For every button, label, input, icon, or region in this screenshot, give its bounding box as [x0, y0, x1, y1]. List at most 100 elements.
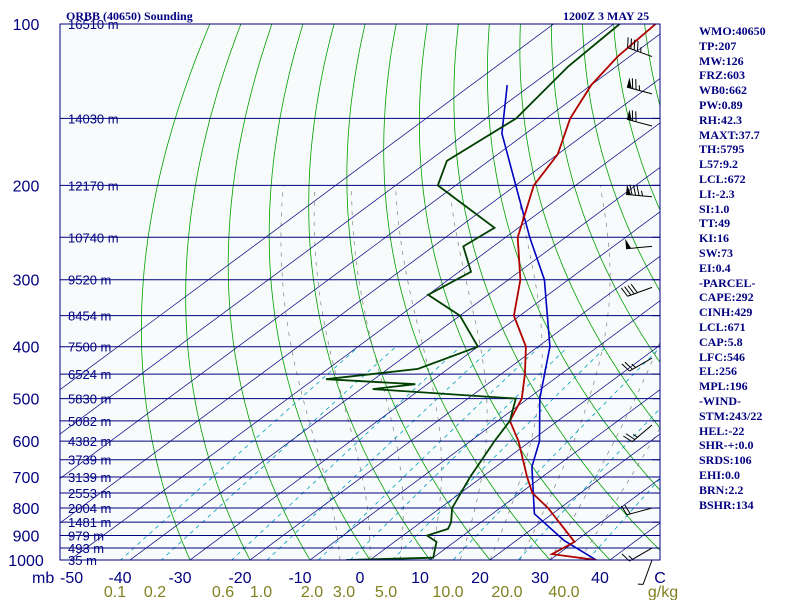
- mixing-ratio-line: [452, 346, 660, 560]
- dry-adiabat: [308, 24, 431, 560]
- temperature-tick-label: 40: [591, 570, 609, 587]
- index-item: STM:243/22: [699, 408, 763, 423]
- temperature-line: [508, 24, 657, 560]
- wind-barb: [620, 284, 653, 297]
- index-item: -PARCEL-: [699, 275, 756, 290]
- index-item: BRN:2.2: [699, 482, 744, 497]
- moist-adiabat: [489, 185, 543, 560]
- pressure-tick-label: 1000: [8, 553, 44, 570]
- mixing-ratio-line: [391, 346, 607, 560]
- dry-adiabat: [185, 24, 251, 560]
- index-item: TH:5795: [699, 142, 745, 157]
- index-item: WB0:662: [699, 83, 747, 98]
- parcel-trace-line: [501, 85, 597, 560]
- isotherm: [129, 166, 660, 560]
- mixing-ratio-line: [587, 478, 660, 560]
- dry-adiabat: [582, 24, 660, 292]
- index-item: RH:42.3: [699, 112, 742, 127]
- wind-barb: [620, 504, 653, 516]
- moist-adiabat: [395, 185, 442, 560]
- index-item: SI:1.0: [699, 201, 730, 216]
- pressure-unit-label: mb: [32, 570, 54, 587]
- pressure-tick-label: 100: [13, 17, 40, 34]
- moist-adiabat: [351, 185, 404, 560]
- temperature-tick-label: -10: [288, 570, 311, 587]
- isotherm: [429, 389, 660, 560]
- index-item: HEL:-22: [699, 423, 745, 438]
- mixing-ratio-tick-label: g/kg: [648, 584, 678, 600]
- index-item: MAXT:37.7: [699, 127, 760, 142]
- dry-adiabat: [346, 24, 491, 560]
- pressure-tick-label: 300: [13, 273, 40, 290]
- temperature-tick-label: C: [654, 570, 666, 587]
- pressure-tick-label: 800: [13, 501, 40, 518]
- index-item: WMO:40650: [699, 24, 766, 38]
- index-item: LI:-2.3: [699, 186, 735, 201]
- index-item: MW:126: [699, 53, 744, 68]
- sounding-profiles: [325, 24, 657, 560]
- temperature-tick-label: -50: [60, 570, 83, 587]
- index-item: LCL:672: [699, 171, 746, 186]
- pressure-tick-label: 400: [13, 340, 40, 357]
- dry-adiabat: [140, 24, 211, 560]
- isotherm: [60, 24, 555, 391]
- mixing-ratio-line: [317, 346, 540, 560]
- index-item: LFC:546: [699, 349, 745, 364]
- height-label: 979 m: [68, 528, 104, 543]
- index-item: -WIND-: [699, 393, 741, 408]
- plot-border: [59, 23, 661, 561]
- wind-barb: [626, 77, 653, 95]
- height-label: 10740 m: [68, 230, 119, 245]
- temperature-tick-label: 10: [411, 570, 429, 587]
- height-label: 7500 m: [68, 340, 111, 355]
- sounding-time: 1200Z 3 MAY 25: [563, 9, 650, 23]
- dry-adiabat: [486, 24, 660, 491]
- height-label: 2004 m: [68, 501, 111, 516]
- index-item: EL:256: [699, 364, 738, 379]
- height-label: 4382 m: [68, 434, 111, 449]
- pressure-tick-label: 600: [13, 434, 40, 451]
- station-title: ORBB (40650) Sounding: [66, 9, 193, 23]
- index-item: EI:0.4: [699, 260, 731, 275]
- mixing-ratio-tick-label: 0.2: [144, 584, 166, 600]
- index-item: BSHR:134: [699, 497, 754, 512]
- height-label: 6524 m: [68, 367, 111, 382]
- mixing-ratio-tick-label: 2.0: [301, 584, 323, 600]
- mixing-ratio-tick-label: 1.0: [250, 584, 272, 600]
- dry-adiabat: [519, 24, 660, 429]
- chart-grid: [60, 24, 660, 560]
- index-item: EHI:0.0: [699, 467, 741, 482]
- temperature-tick-label: -40: [108, 570, 131, 587]
- temperature-tick-label: 0: [356, 570, 365, 587]
- index-item: TT:49: [699, 216, 731, 231]
- index-item: KI:16: [699, 231, 729, 246]
- height-label: 12170 m: [68, 178, 119, 193]
- index-item: CINH:429: [699, 305, 753, 320]
- stability-indices: WMO:40650 TP:207 MW:126 FRZ:603 WB0:662 PW:0.…: [699, 24, 766, 512]
- height-label: 5082 m: [68, 414, 111, 429]
- mixing-ratio-tick-label: 0.6: [212, 584, 234, 600]
- wind-barb: [627, 37, 653, 58]
- index-item: FRZ:603: [699, 68, 745, 83]
- index-item: SHR-+:0.0: [699, 438, 754, 453]
- wind-barb: [621, 357, 653, 372]
- wind-barb: [623, 424, 653, 443]
- mixing-ratio-tick-label: 3.0: [333, 584, 355, 600]
- index-item: PW:0.89: [699, 97, 743, 112]
- index-item: CAPE:292: [699, 290, 754, 305]
- mixing-ratio-tick-label: 10.0: [432, 584, 463, 600]
- pressure-tick-label: 200: [13, 178, 40, 195]
- dry-adiabat: [383, 24, 551, 560]
- height-label: 14030 m: [68, 111, 119, 126]
- isotherm: [60, 33, 660, 479]
- mixing-ratio-tick-label: 20.0: [491, 584, 522, 600]
- isotherm: [60, 24, 615, 435]
- pressure-tick-label: 500: [13, 392, 40, 409]
- index-item: LCL:671: [699, 319, 746, 334]
- wind-barb: [637, 559, 653, 585]
- temperature-tick-label: -20: [228, 570, 251, 587]
- pressure-tick-label: 700: [13, 470, 40, 487]
- mixing-ratio-line: [119, 346, 359, 560]
- index-item: L57:9.2: [699, 157, 738, 172]
